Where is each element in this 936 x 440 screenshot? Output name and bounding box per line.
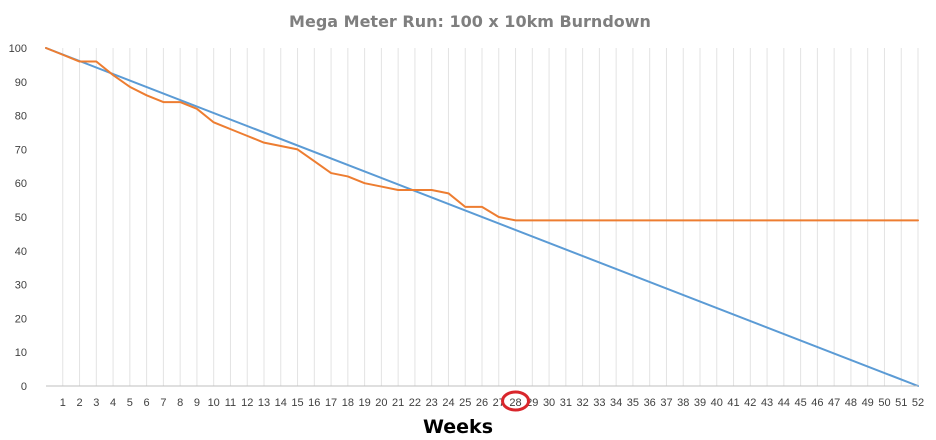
x-tick-label: 24 [442,397,454,409]
x-tick-label: 47 [828,397,840,409]
highlight-circle [501,390,531,412]
x-tick-label: 30 [543,397,555,409]
x-tick-label: 35 [627,397,639,409]
x-tick-label: 43 [761,397,773,409]
x-tick-label: 2 [76,397,82,409]
x-tick-label: 15 [291,397,303,409]
x-tick-label: 22 [409,397,421,409]
x-tick-label: 31 [560,397,572,409]
x-tick-label: 44 [778,397,790,409]
x-tick-label: 6 [144,397,150,409]
y-tick-label: 90 [15,77,27,89]
series-line-1 [45,47,919,387]
x-tick-label: 16 [308,397,320,409]
x-tick-label: 11 [225,397,236,409]
x-tick-label: 28 [509,397,521,409]
x-tick-label: 4 [110,397,116,409]
x-tick-label: 32 [576,397,588,409]
x-tick-label: 7 [160,397,166,409]
x-tick-label: 25 [459,397,471,409]
x-tick-label: 52 [912,397,924,409]
y-axis-ticks: 0 10 20 30 40 50 60 70 80 90 100 [9,43,27,393]
x-tick-label: 1 [60,397,66,409]
x-tick-label: 50 [878,397,890,409]
gridlines [62,48,919,386]
x-tick-label: 37 [660,397,672,409]
series-lines [45,47,919,387]
x-tick-label: 40 [711,397,723,409]
x-tick-label: 3 [93,397,99,409]
y-tick-label: 100 [9,43,27,55]
x-tick-label: 5 [127,397,133,409]
y-tick-label: 80 [15,111,27,123]
y-tick-label: 10 [15,347,27,359]
x-tick-label: 18 [342,397,354,409]
x-tick-label: 41 [727,397,739,409]
x-tick-label: 42 [744,397,756,409]
x-tick-label: 20 [375,397,387,409]
y-tick-label: 20 [15,313,27,325]
x-axis-ticks: 1 2 3 4 5 6 7 8 9 10 11 12 13 14 15 16 17 18 19 20 21 22 23 24 2… [60,397,924,409]
x-tick-label: 21 [392,397,404,409]
y-tick-label: 60 [15,178,27,190]
x-tick-label: 10 [208,397,220,409]
x-tick-label: 17 [325,397,337,409]
x-tick-label: 14 [275,397,287,409]
series-line-2 [45,47,919,222]
x-tick-label: 34 [610,397,622,409]
x-tick-label: 33 [593,397,605,409]
chart-title: Mega Meter Run: 100 x 10km Burndown [289,12,651,31]
x-tick-label: 51 [895,397,907,409]
x-tick-label: 46 [811,397,823,409]
y-tick-label: 0 [21,381,27,393]
x-tick-label: 13 [258,397,270,409]
x-tick-label: 12 [241,397,253,409]
x-tick-label: 36 [644,397,656,409]
y-tick-label: 30 [15,280,27,292]
y-tick-label: 50 [15,212,27,224]
x-tick-label: 9 [194,397,200,409]
x-tick-label: 39 [694,397,706,409]
x-tick-label: 19 [358,397,370,409]
x-tick-label: 49 [862,397,874,409]
x-tick-label: 38 [677,397,689,409]
x-tick-label: 48 [845,397,857,409]
y-tick-label: 40 [15,246,27,258]
x-tick-label: 26 [476,397,488,409]
y-tick-label: 70 [15,144,27,156]
x-axis-label: Weeks [423,416,493,438]
x-tick-label: 23 [426,397,438,409]
x-tick-label: 45 [794,397,806,409]
x-tick-label: 8 [177,397,183,409]
